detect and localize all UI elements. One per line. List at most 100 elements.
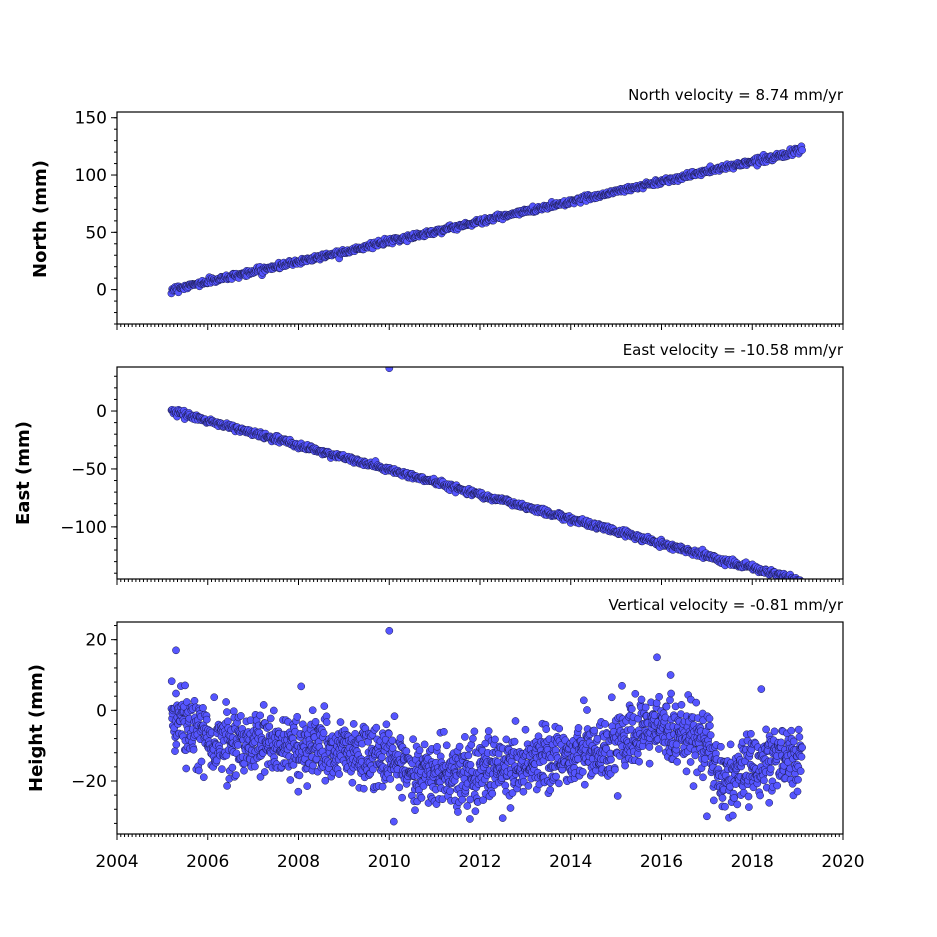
xtick-label: 2008 xyxy=(277,852,320,872)
height-outlier-point xyxy=(498,814,507,822)
height-point xyxy=(519,787,528,796)
height-point xyxy=(766,764,775,773)
height-point xyxy=(190,696,199,705)
xtick-label: 2004 xyxy=(95,852,138,872)
height-point xyxy=(508,789,517,797)
height-point xyxy=(266,714,275,723)
height-point xyxy=(607,693,616,702)
height-point xyxy=(411,806,419,815)
height-point xyxy=(378,753,386,761)
height-point xyxy=(789,737,798,746)
east-ytick-label: −50 xyxy=(71,460,107,480)
xtick-label: 2010 xyxy=(368,852,411,872)
xtick-label: 2006 xyxy=(186,852,229,872)
height-point xyxy=(709,796,718,805)
height-point xyxy=(726,740,735,749)
height-point xyxy=(706,721,714,730)
height-point xyxy=(555,779,563,788)
xtick-label: 2014 xyxy=(549,852,592,872)
height-point xyxy=(182,698,191,706)
north-point xyxy=(798,146,806,154)
height-point xyxy=(385,729,393,738)
height-point xyxy=(320,702,329,710)
north-ylabel: North (mm) xyxy=(30,160,51,278)
north-velocity-annotation: North velocity = 8.74 mm/yr xyxy=(628,86,844,104)
height-point xyxy=(256,711,265,720)
height-outlier-point xyxy=(757,685,766,693)
height-ytick-label: −20 xyxy=(71,772,107,792)
height-point xyxy=(260,768,269,776)
height-point xyxy=(382,720,391,729)
height-point xyxy=(461,733,469,741)
height-point xyxy=(348,778,357,787)
height-point xyxy=(677,700,686,709)
height-point xyxy=(682,767,691,776)
height-point xyxy=(662,702,671,711)
height-point xyxy=(466,815,474,823)
vertical-velocity-annotation: Vertical velocity = -0.81 mm/yr xyxy=(608,596,843,614)
height-point xyxy=(760,776,768,785)
height-point xyxy=(228,763,237,772)
height-outlier-point xyxy=(666,671,675,679)
xtick-label: 2020 xyxy=(821,852,864,872)
height-point xyxy=(655,692,663,701)
height-point xyxy=(491,735,499,744)
height-point xyxy=(744,792,753,801)
height-point xyxy=(232,771,240,779)
height-point xyxy=(618,681,626,690)
height-point xyxy=(286,776,295,784)
height-point xyxy=(259,701,268,709)
height-point xyxy=(388,744,397,752)
height-point xyxy=(510,737,519,746)
height-point xyxy=(229,707,238,716)
height-outlier-point xyxy=(389,817,398,826)
height-point xyxy=(794,775,802,784)
height-point xyxy=(388,736,397,745)
height-point xyxy=(795,733,804,741)
height-point xyxy=(574,724,583,732)
east-ylabel: East (mm) xyxy=(13,421,34,525)
height-point xyxy=(463,802,472,810)
height-point xyxy=(580,780,589,789)
height-ytick-label: 0 xyxy=(96,701,107,721)
north-ytick-label: 100 xyxy=(75,166,107,186)
xtick-label: 2016 xyxy=(640,852,683,872)
height-point xyxy=(202,715,211,724)
height-point xyxy=(672,740,681,749)
north-panel: North velocity = 8.74 mm/yr North (mm) 1… xyxy=(30,86,844,330)
height-outlier-point xyxy=(172,646,180,655)
height-outlier-point xyxy=(653,653,661,662)
east-points xyxy=(167,367,805,579)
height-point xyxy=(631,689,640,698)
height-point xyxy=(728,811,737,820)
height-point xyxy=(673,757,681,766)
height-point xyxy=(349,720,358,728)
height-point xyxy=(470,727,479,736)
height-point xyxy=(488,789,497,798)
height-point xyxy=(706,731,715,739)
height-point xyxy=(798,743,806,752)
height-point xyxy=(542,725,551,734)
height-points xyxy=(167,626,806,826)
height-point xyxy=(787,726,796,735)
height-point xyxy=(458,795,467,804)
height-point xyxy=(793,787,802,796)
height-point xyxy=(181,681,189,690)
height-point xyxy=(511,717,520,725)
height-point xyxy=(621,761,629,770)
height-point xyxy=(395,783,404,792)
height-point xyxy=(297,682,306,691)
height-point xyxy=(455,742,464,751)
height-point xyxy=(705,714,714,723)
height-point xyxy=(627,705,636,713)
east-panel: East velocity = -10.58 mm/yr East (mm) 0… xyxy=(13,341,844,585)
east-outlier-point xyxy=(385,367,394,373)
height-point xyxy=(765,798,774,807)
height-outlier-point xyxy=(385,626,394,635)
height-point xyxy=(222,698,230,706)
height-point xyxy=(322,718,331,727)
height-panel: Vertical velocity = -0.81 mm/yr Height (… xyxy=(26,596,865,872)
height-point xyxy=(195,766,203,775)
height-point xyxy=(546,786,555,794)
